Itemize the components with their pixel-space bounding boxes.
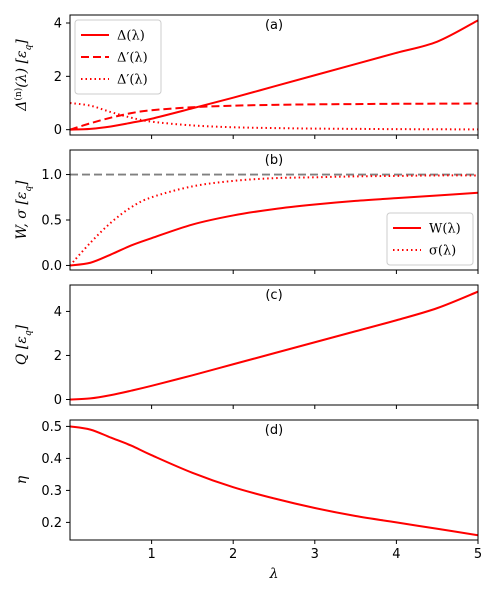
series-line-3 — [70, 102, 478, 131]
ylabel-sup: (n) — [13, 88, 24, 101]
y-axis-label: W, σ [εq] — [14, 180, 34, 240]
y-axis-label: η — [14, 475, 30, 484]
series-line-1 — [70, 290, 478, 401]
panel-2: 0.0 0.5 1.0 (b) W, σ [εq] W(λ) σ(λ) — [14, 149, 479, 274]
y-axis-label: Δ(n)(λ) [εq] — [13, 39, 34, 112]
panel-label: (a) — [265, 18, 283, 33]
y-tick-label: 2 — [54, 349, 62, 364]
ylabel-arg: (λ) [ε — [14, 51, 30, 88]
ylabel-close: ] — [14, 39, 30, 46]
legend-entry: W(λ) — [429, 222, 461, 237]
y-tick-label: 4 — [54, 17, 62, 32]
ylabel-sub: q — [24, 330, 34, 336]
axes-frame — [69, 284, 479, 406]
y-tick-label: 0 — [54, 393, 62, 408]
x-tick-label: 2 — [229, 547, 237, 562]
legend-entry: Δ′(λ) — [117, 73, 148, 88]
legend: W(λ) σ(λ) — [386, 212, 474, 266]
x-tick-label: 4 — [392, 547, 400, 562]
legend: Δ(λ) Δ′(λ) Δ′(λ) — [74, 19, 162, 95]
series-line-1 — [70, 191, 478, 267]
panel-label: (c) — [265, 288, 282, 303]
y-tick-label: 0.5 — [41, 420, 62, 435]
y-tick-label: 0.2 — [41, 516, 62, 531]
legend-entry: Δ(λ) — [117, 29, 145, 44]
legend-entry: Δ′(λ) — [117, 51, 148, 66]
panel-3: 0 2 4 (c) Q [εq] — [14, 284, 479, 409]
series-line-2 — [70, 102, 478, 131]
legend-entry: σ(λ) — [429, 244, 456, 259]
panel-label: (b) — [265, 153, 283, 168]
legend-box — [386, 212, 474, 266]
y-tick-label: 0.5 — [41, 214, 62, 229]
axes-frame — [69, 14, 479, 136]
y-tick-label: 1.0 — [41, 168, 62, 183]
series-line-2 — [70, 174, 478, 267]
axes-frame — [69, 149, 479, 271]
y-tick-label: 0.3 — [41, 484, 62, 499]
x-tick-label: 3 — [311, 547, 319, 562]
x-tick-label: 1 — [147, 547, 155, 562]
series-line-1 — [70, 19, 478, 131]
y-tick-label: 0 — [54, 123, 62, 138]
y-tick-label: 0.0 — [41, 259, 62, 274]
ylabel-main: Δ — [14, 101, 30, 112]
panel-1: 0 2 4 (a) Δ(n)(λ) [εq] Δ(λ) Δ′(λ) Δ′(λ) — [13, 14, 479, 139]
ylabel-main: W, σ [ε — [14, 192, 30, 240]
ylabel-sub: q — [24, 186, 34, 192]
y-tick-label: 4 — [54, 305, 62, 320]
axes-frame — [69, 419, 479, 541]
x-tick-label: 5 — [474, 547, 482, 562]
series-line-1 — [70, 425, 478, 537]
x-axis-label: λ — [269, 566, 279, 582]
y-tick-label: 0.4 — [41, 452, 62, 467]
ylabel-sub: q — [24, 45, 34, 51]
ylabel-close: ] — [14, 180, 30, 187]
ylabel-close: ] — [14, 324, 30, 331]
y-axis-label: Q [εq] — [14, 324, 34, 365]
y-tick-label: 2 — [54, 70, 62, 85]
panel-label: (d) — [265, 423, 283, 438]
panel-4: 1 2 3 4 5 0.2 0.3 0.4 0.5 (d) η λ — [14, 419, 482, 582]
legend-box — [74, 19, 162, 95]
ylabel-main: Q [ε — [14, 336, 30, 365]
